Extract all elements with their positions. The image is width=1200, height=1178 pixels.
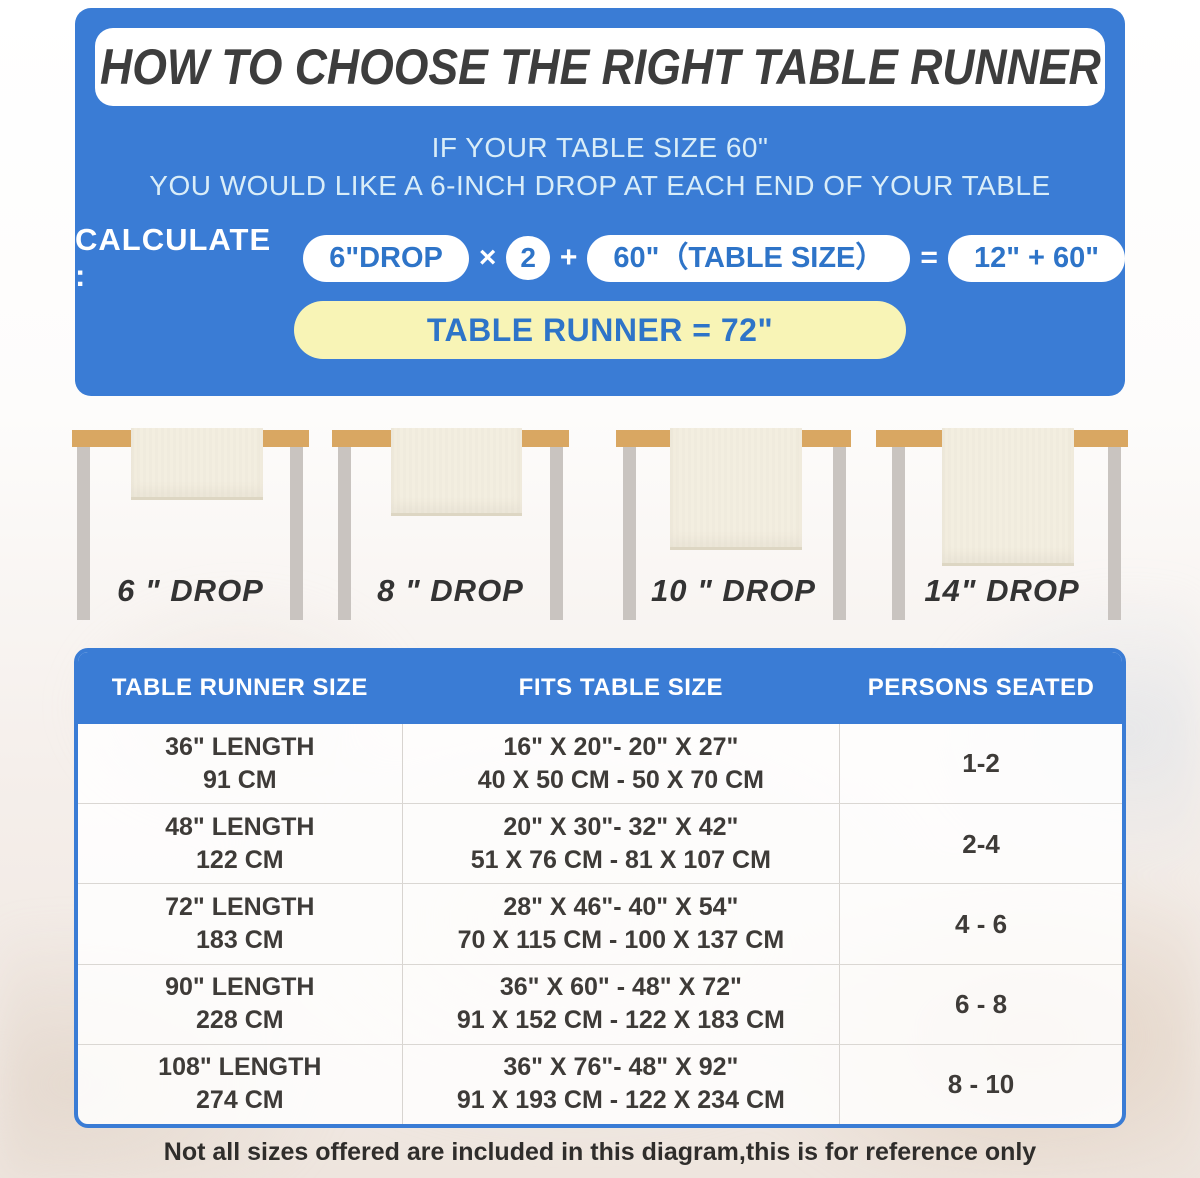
fits-size-cell: 20" X 30"- 32" X 42" 51 X 76 CM - 81 X 1… [401, 804, 841, 884]
fits-size-cm: 91 X 152 CM - 122 X 183 CM [456, 1006, 785, 1035]
runner-size-cell: 36" LENGTH 91 CM [78, 731, 402, 797]
table-row: 36" LENGTH 91 CM 16" X 20"- 20" X 27" 40… [78, 724, 1122, 804]
runner-size-inches: 48" LENGTH [165, 812, 315, 841]
page-title: HOW TO CHOOSE THE RIGHT TABLE RUNNER [99, 37, 1101, 95]
runner-size-cm: 122 CM [196, 845, 284, 874]
fits-size-cm: 70 X 115 CM - 100 X 137 CM [457, 926, 785, 954]
table-header-row: TABLE RUNNER SIZE FITS TABLE SIZE PERSON… [78, 652, 1122, 724]
runner-10-inch-drop [670, 428, 802, 550]
fits-size-cell: 36" X 76"- 48" X 92" 91 X 193 CM - 122 X… [401, 1044, 841, 1124]
fits-size-cm: 51 X 76 CM - 81 X 107 CM [470, 845, 771, 874]
persons-seated-cell: 1-2 [962, 748, 1000, 779]
fits-size-inches: 28" X 46"- 40" X 54" [503, 893, 739, 921]
fits-size-cell: 28" X 46"- 40" X 54" 70 X 115 CM - 100 X… [401, 884, 841, 964]
subtitle-line-1: IF YOUR TABLE SIZE 60" [431, 132, 769, 163]
runner-size-inches: 108" LENGTH [158, 1053, 322, 1082]
subtitle-line-2: YOU WOULD LIKE A 6-INCH DROP AT EACH END… [149, 170, 1051, 201]
runner-size-cm: 274 CM [196, 1086, 284, 1115]
drop-value-pill: 6"DROP [303, 234, 469, 282]
drop-label-14: 14" DROP [924, 573, 1080, 608]
persons-seated-cell: 6 - 8 [955, 989, 1008, 1020]
table-leg [1108, 447, 1121, 620]
runner-result-pill: TABLE RUNNER = 72" [294, 301, 906, 359]
calculation-row: CALCULATE : 6"DROP × 2 + 60"（TABLE SIZE）… [75, 222, 1125, 293]
runner-14-inch-drop [942, 428, 1074, 566]
fits-size-cm: 91 X 193 CM - 122 X 234 CM [456, 1086, 785, 1115]
title-banner: HOW TO CHOOSE THE RIGHT TABLE RUNNER [95, 28, 1105, 106]
runner-size-inches: 36" LENGTH [165, 732, 315, 761]
runner-size-cm: 91 CM [202, 765, 277, 794]
col-header-persons-seated: PERSONS SEATED [867, 674, 1095, 701]
table-row: 108" LENGTH 274 CM 36" X 76"- 48" X 92" … [78, 1043, 1122, 1124]
col-header-fits-table-size: FITS TABLE SIZE [518, 674, 724, 701]
runner-8-inch-drop [391, 428, 522, 516]
table-leg [550, 447, 563, 620]
fits-size-inches: 36" X 76"- 48" X 92" [503, 1053, 739, 1082]
table-leg [338, 447, 351, 620]
drop-label-10: 10 " DROP [651, 573, 816, 608]
persons-seated-cell: 4 - 6 [955, 908, 1008, 939]
fits-size-inches: 20" X 30"- 32" X 42" [503, 812, 739, 841]
runner-6-inch-drop [131, 428, 263, 500]
calculate-label: CALCULATE : [75, 222, 272, 293]
drop-illustrations: 6 " DROP 8 " DROP 10 " DROP 14" DROP [0, 428, 1200, 640]
table-body: 36" LENGTH 91 CM 16" X 20"- 20" X 27" 40… [78, 724, 1122, 1124]
table-row: 72" LENGTH 183 CM 28" X 46"- 40" X 54" 7… [78, 883, 1122, 964]
drop-label-6: 6 " DROP [117, 573, 264, 608]
equals-sign: = [920, 241, 938, 274]
drop-label-8: 8 " DROP [377, 573, 524, 608]
table-size-pill: 60"（TABLE SIZE） [587, 234, 911, 282]
col-header-runner-size: TABLE RUNNER SIZE [111, 674, 368, 701]
instruction-panel: HOW TO CHOOSE THE RIGHT TABLE RUNNER IF … [75, 8, 1125, 396]
table-leg [290, 447, 303, 620]
fits-size-inches: 16" X 20"- 20" X 27" [503, 732, 739, 761]
disclaimer-note: Not all sizes offered are included in th… [163, 1138, 1037, 1166]
fits-size-cell: 36" X 60" - 48" X 72" 91 X 152 CM - 122 … [401, 964, 841, 1044]
persons-seated-cell: 2-4 [962, 828, 1000, 859]
runner-size-inches: 90" LENGTH [165, 973, 315, 1002]
runner-size-cm: 228 CM [196, 1006, 284, 1035]
runner-size-inches: 72" LENGTH [165, 893, 315, 921]
table-leg [892, 447, 905, 620]
table-leg [833, 447, 846, 620]
sum-pill: 12" + 60" [947, 234, 1125, 282]
table-leg [77, 447, 90, 620]
runner-size-cell: 72" LENGTH 183 CM [78, 891, 402, 957]
multiplier-circle: 2 [506, 236, 550, 280]
runner-size-cm: 183 CM [196, 926, 284, 954]
runner-size-cell: 90" LENGTH 228 CM [78, 971, 402, 1037]
fits-size-inches: 36" X 60" - 48" X 72" [499, 973, 742, 1002]
size-reference-table: TABLE RUNNER SIZE FITS TABLE SIZE PERSON… [74, 648, 1126, 1128]
fits-size-cm: 40 X 50 CM - 50 X 70 CM [477, 765, 764, 794]
runner-size-cell: 48" LENGTH 122 CM [78, 811, 402, 877]
table-row: 48" LENGTH 122 CM 20" X 30"- 32" X 42" 5… [78, 803, 1122, 884]
table-leg [623, 447, 636, 620]
multiply-sign: × [478, 241, 497, 274]
plus-sign: + [559, 241, 578, 274]
runner-size-cell: 108" LENGTH 274 CM [78, 1051, 402, 1117]
fits-size-cell: 16" X 20"- 20" X 27" 40 X 50 CM - 50 X 7… [401, 724, 841, 804]
table-row: 90" LENGTH 228 CM 36" X 60" - 48" X 72" … [78, 963, 1122, 1044]
persons-seated-cell: 8 - 10 [947, 1069, 1015, 1100]
